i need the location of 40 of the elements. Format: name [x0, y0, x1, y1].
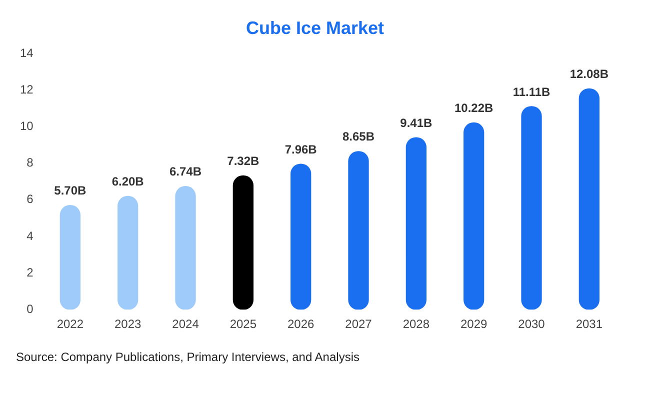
y-tick-label: 10: [20, 119, 34, 134]
bar: [464, 122, 484, 310]
data-label: 9.41B: [400, 116, 433, 130]
bar: [175, 186, 196, 310]
data-label: 11.11B: [512, 84, 551, 99]
data-label: 8.65B: [342, 130, 375, 144]
data-label: 7.96B: [284, 142, 318, 156]
x-tick-label: 2031: [576, 317, 603, 332]
bar: [406, 137, 426, 310]
data-label: 7.32B: [227, 154, 260, 168]
y-tick-label: 0: [26, 302, 34, 316]
bar: [60, 205, 81, 310]
y-tick-label: 12: [20, 82, 34, 96]
bar: [232, 175, 254, 310]
bar: [578, 88, 600, 310]
x-tick-label: 2028: [402, 317, 430, 332]
y-tick-label: 14: [20, 46, 34, 60]
x-tick-label: 2025: [230, 317, 257, 332]
x-tick-label: 2027: [345, 317, 372, 332]
bar: [521, 106, 542, 310]
data-label: 10.22B: [454, 101, 494, 116]
x-tick-label: 2026: [287, 317, 315, 332]
x-tick-label: 2023: [114, 317, 142, 332]
x-tick-label: 2029: [460, 317, 488, 332]
bar: [290, 164, 312, 310]
x-tick-label: 2022: [56, 317, 84, 332]
x-tick-label: 2030: [518, 317, 546, 332]
y-tick-label: 4: [26, 228, 34, 243]
data-label: 5.70B: [54, 184, 87, 198]
bar: [118, 196, 138, 310]
chart-title: Cube Ice Market: [246, 18, 384, 38]
source-note: Source: Company Publications, Primary Interviews, and Analysis: [16, 350, 360, 364]
data-label: 6.74B: [169, 164, 202, 179]
y-tick-label: 8: [26, 156, 34, 170]
y-tick-label: 2: [26, 265, 34, 280]
data-label: 12.08B: [570, 67, 609, 82]
x-tick-label: 2024: [172, 317, 200, 332]
bar: [348, 151, 369, 310]
data-label: 6.20B: [112, 174, 144, 189]
y-tick-label: 6: [26, 192, 34, 206]
